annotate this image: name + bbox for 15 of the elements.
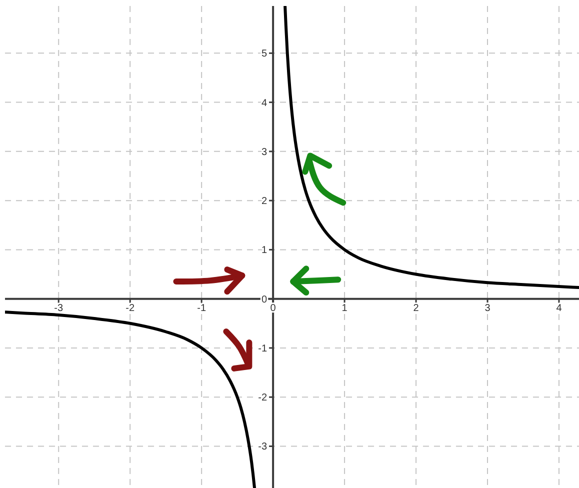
y-tick-label: 4 — [261, 98, 268, 109]
y-tick-label: -2 — [258, 392, 268, 404]
x-tick-label: 1 — [342, 302, 348, 314]
y-tick-label: 3 — [261, 146, 268, 158]
y-tick-label: -1 — [258, 343, 268, 354]
y-tick-label: -3 — [258, 442, 268, 453]
x-tick-label: 4 — [556, 302, 562, 314]
x-tick-label: -1 — [197, 302, 206, 314]
x-tick-label: -3 — [54, 302, 64, 314]
y-tick-label: 5 — [261, 48, 268, 60]
y-tick-label: 2 — [261, 196, 268, 208]
y-tick-label: 1 — [261, 245, 268, 256]
x-tick-label: -2 — [126, 302, 135, 314]
x-tick-label: 2 — [413, 302, 420, 314]
x-tick-label: 3 — [484, 302, 491, 314]
